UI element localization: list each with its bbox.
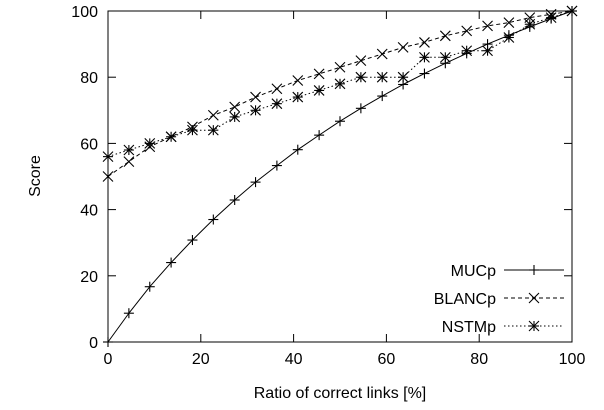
legend-entry-nstmp: NSTMp — [442, 319, 564, 336]
x-tick-label: 100 — [559, 351, 586, 368]
data-point-mucp — [377, 91, 388, 102]
y-tick-label: 100 — [71, 4, 98, 21]
series-mucp — [103, 6, 577, 347]
y-tick-label: 40 — [80, 203, 98, 220]
legend-label: BLANCp — [434, 291, 496, 308]
series-line-blancp — [107, 10, 573, 177]
data-point-blancp — [397, 42, 409, 53]
y-tick-label: 80 — [80, 70, 98, 87]
data-point-blancp — [503, 17, 515, 28]
data-point-nstmp — [271, 98, 283, 110]
data-point-nstmp — [376, 71, 388, 83]
legend-entry-blancp: BLANCp — [434, 291, 564, 308]
data-point-nstmp — [187, 124, 198, 136]
data-point-blancp — [334, 61, 346, 73]
data-point-nstmp — [439, 51, 451, 63]
data-point-blancp — [355, 55, 367, 67]
data-point-nstmp — [144, 138, 156, 149]
x-tick-label: 40 — [285, 351, 303, 368]
data-point-blancp — [292, 75, 304, 86]
data-point-mucp — [166, 257, 177, 268]
series-line-mucp — [107, 10, 573, 343]
legend-marker-sample — [528, 320, 540, 332]
data-point-nstmp — [419, 51, 430, 63]
data-point-mucp — [355, 103, 366, 114]
data-point-nstmp — [313, 85, 325, 96]
data-point-mucp — [144, 281, 155, 292]
data-point-blancp — [250, 91, 261, 103]
data-point-blancp — [461, 25, 473, 37]
data-point-blancp — [271, 83, 283, 95]
data-point-blancp — [207, 109, 219, 121]
x-tick-label: 80 — [470, 351, 488, 368]
legend-label: MUCp — [451, 263, 496, 280]
data-point-mucp — [335, 116, 345, 127]
data-point-nstmp — [524, 18, 536, 30]
legend-marker-sample — [529, 265, 539, 275]
data-point-mucp — [250, 177, 261, 188]
y-tick-label: 20 — [80, 269, 98, 286]
y-tick-label: 60 — [80, 136, 98, 153]
data-point-blancp — [419, 37, 430, 48]
data-point-nstmp — [165, 131, 177, 143]
data-point-mucp — [271, 160, 282, 171]
data-point-mucp — [208, 214, 219, 225]
data-point-nstmp — [503, 32, 515, 43]
x-tick-label: 0 — [104, 351, 113, 368]
data-point-nstmp — [355, 71, 367, 83]
data-point-nstmp — [292, 91, 304, 103]
data-point-blancp — [123, 156, 135, 167]
data-point-nstmp — [123, 144, 135, 156]
data-point-nstmp — [207, 124, 219, 136]
y-axis-label: Score — [27, 155, 44, 197]
data-point-nstmp — [229, 111, 241, 123]
data-point-mucp — [229, 195, 240, 206]
legend-entry-mucp: MUCp — [451, 263, 564, 280]
data-point-mucp — [314, 130, 325, 141]
x-tick-label: 20 — [192, 351, 210, 368]
y-tick-label: 0 — [89, 335, 98, 352]
legend-label: NSTMp — [442, 319, 496, 336]
data-point-blancp — [439, 30, 451, 42]
legend: MUCp BLANCp NSTMp — [434, 263, 564, 336]
data-point-mucp — [292, 144, 303, 155]
x-tick-label: 60 — [378, 351, 396, 368]
series-blancp — [102, 5, 578, 182]
legend-marker-sample — [528, 292, 540, 304]
data-point-mucp — [187, 235, 198, 246]
data-point-nstmp — [250, 104, 261, 116]
data-point-mucp — [419, 68, 430, 79]
data-point-mucp — [123, 308, 134, 319]
data-point-blancp — [229, 101, 241, 113]
data-point-nstmp — [545, 12, 557, 24]
data-point-blancp — [376, 48, 388, 60]
data-point-nstmp — [397, 71, 409, 83]
data-point-nstmp — [461, 45, 473, 57]
data-point-nstmp — [482, 45, 493, 57]
axes: 0 20 40 60 80 100 0 20 40 60 80 100 — [71, 4, 585, 368]
data-point-blancp — [482, 20, 493, 32]
data-point-nstmp — [334, 78, 346, 90]
series-nstmp — [102, 5, 578, 163]
x-axis-label: Ratio of correct links [%] — [254, 385, 427, 402]
plot-frame — [107, 10, 573, 343]
data-point-blancp — [313, 68, 325, 80]
plot-area — [102, 5, 578, 347]
